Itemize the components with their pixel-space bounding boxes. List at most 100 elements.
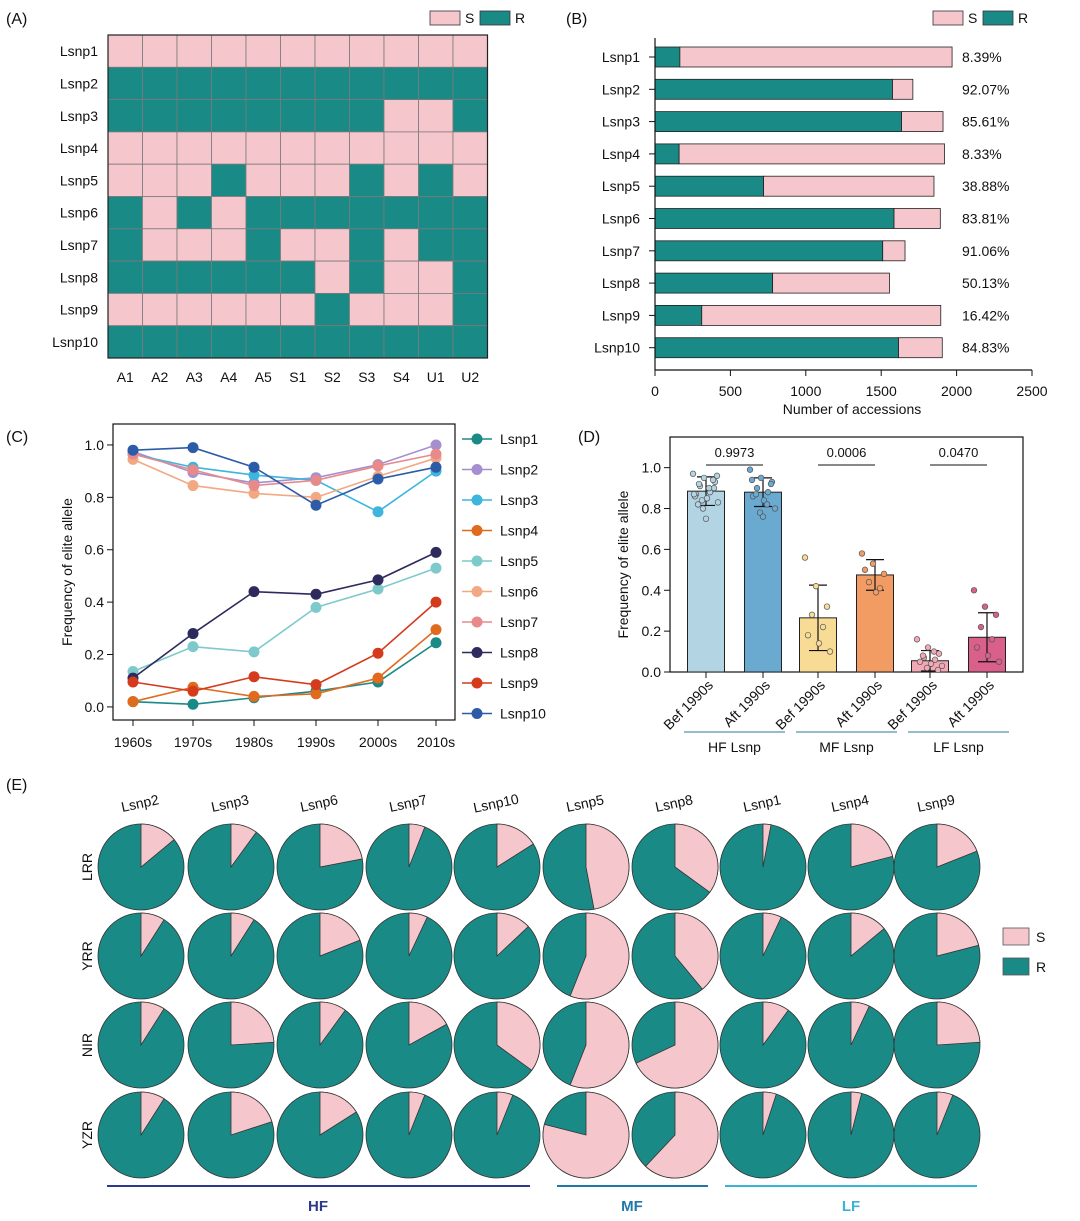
category-label: Lsnp1 [602,49,640,65]
heatmap-cell [452,260,488,294]
data-point [430,439,442,451]
y-tick-label: 0.6 [85,542,105,558]
data-point [764,489,772,496]
x-tick-label: 2500 [1016,383,1047,399]
heatmap-cell [245,260,281,294]
pie-slice-s [408,912,428,957]
pie-slice-s [850,1001,870,1046]
plot-frame [669,436,1024,673]
category-label: Lsnp4 [602,146,640,162]
data-point [694,501,702,508]
data-point [876,585,884,592]
data-point [248,480,260,492]
pie-slice-s [936,1091,954,1136]
data-point [801,554,809,561]
panel-a-heatmap: S RLsnp1Lsnp2Lsnp3Lsnp4Lsnp5Lsnp6Lsnp7Lsn… [52,10,525,385]
legend-swatch-r [982,10,1014,26]
heatmap-cell [280,196,316,230]
legend-label: Lsnp6 [500,584,538,600]
pie-slice-s [644,1091,719,1179]
data-point [930,648,938,655]
x-tick-label: 2010s [417,734,455,750]
heatmap-cell [280,66,316,101]
heatmap-cell [452,99,488,133]
legend-label-r: R [515,10,525,26]
pie-slice-s [408,823,426,868]
pie-slice-s [762,912,782,957]
data-point [187,628,199,640]
data-point [372,460,384,472]
heatmap-cell [176,196,212,230]
heatmap-cell [349,325,385,359]
data-point [248,461,260,473]
p-value: 0.0470 [939,445,979,460]
bar-r [654,208,895,229]
pie-slice-s [762,823,772,868]
heatmap-cell [107,163,143,197]
heatmap-cell [280,292,316,327]
heatmap-cell [211,34,247,68]
pie-slice-s [850,912,885,957]
legend-label: Lsnp8 [500,645,538,661]
data-point [430,448,442,460]
bar-s [892,78,914,100]
legend-swatch-r [1002,957,1030,976]
series-line-lsnp8 [132,551,437,679]
heatmap-cell [211,228,247,262]
heatmap-cell [349,292,385,327]
heatmap-cell [418,325,454,359]
heatmap-border [107,34,489,359]
legend-label: Lsnp7 [500,614,538,630]
row-label: Lsnp8 [60,269,98,285]
column-label: S2 [324,369,341,385]
category-label: Lsnp3 [602,114,640,130]
bar-s [679,46,953,68]
data-point [934,666,942,674]
data-point [804,632,812,639]
data-point [372,473,384,485]
data-point [872,589,880,596]
heatmap-cell [245,163,281,197]
data-point [700,474,708,482]
x-tick-label: 1980s [235,734,273,750]
series-line-lsnp9 [132,601,437,693]
data-point [763,501,771,508]
pie-column-label: Lsnp2 [120,791,161,815]
column-label: U1 [427,369,445,385]
p-value: 0.0006 [827,445,867,460]
data-point [127,696,139,708]
pie-row-label: YRR [79,941,95,971]
data-point [699,505,707,512]
pie-slice-s [140,823,175,868]
pie-slice-s [762,1091,777,1136]
data-point [981,603,989,610]
heatmap-cell [452,292,488,327]
data-point [187,685,199,697]
x-tick-label: Aft 1990s [720,677,773,730]
data-point [372,506,384,518]
heatmap-cell [245,196,281,230]
column-label: A4 [220,369,237,385]
x-tick-label: 2000 [941,383,972,399]
heatmap-cell [314,163,350,197]
pie-column-label: Lsnp5 [565,791,606,815]
data-point [752,491,760,498]
y-axis-title: Frequency of elite allele [59,498,75,646]
bar-s [763,175,935,197]
column-label: A1 [117,369,134,385]
bar-r [654,272,774,294]
heatmap-cell [142,131,178,165]
panel-c-line-chart: 0.0 0.2 0.4 0.6 0.8 1.0 1960s 1970s 1980s 1990s 20… [59,423,546,750]
heatmap-cell [142,260,178,294]
heatmap-cell [107,99,143,133]
heatmap-cell [452,66,488,101]
column-label: S1 [289,369,306,385]
column-label: U2 [461,369,479,385]
data-point [759,513,767,520]
heatmap-cell [452,228,488,262]
bar-r [654,304,703,326]
data-point [913,636,921,643]
data-point [430,546,442,558]
data-point [372,583,384,595]
percent-label: 8.33% [962,146,1002,162]
